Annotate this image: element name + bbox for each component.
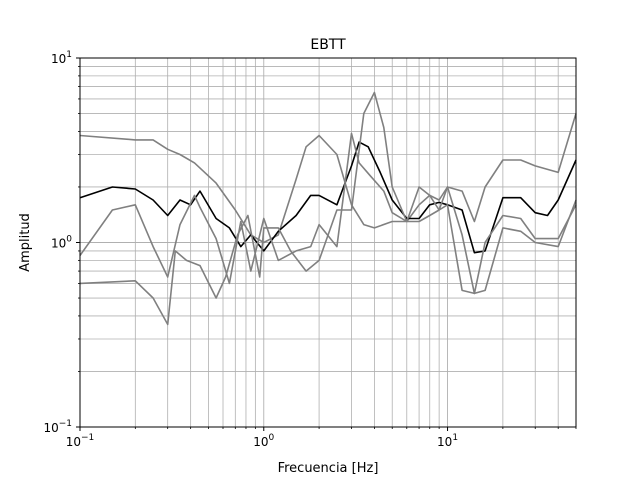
series-lines: [79, 91, 577, 326]
x-tick-label: 100: [253, 433, 274, 449]
series-line-4: [79, 91, 577, 326]
axis-ticks: 10−1 100 101 10−1 100 101: [43, 50, 577, 449]
series-line-3: [79, 132, 577, 295]
y-axis-title: Amplitud: [18, 213, 33, 272]
x-tick-label: 10−1: [66, 433, 95, 449]
y-tick-label: 10−1: [43, 419, 72, 435]
y-tick-label: 101: [51, 50, 72, 66]
series-line-1: [79, 113, 577, 244]
x-axis-title: Frecuencia [Hz]: [278, 461, 379, 476]
grid: [79, 58, 577, 428]
y-tick-label: 100: [51, 235, 72, 251]
x-tick-label: 101: [437, 433, 458, 449]
chart-title: EBTT: [310, 37, 346, 53]
